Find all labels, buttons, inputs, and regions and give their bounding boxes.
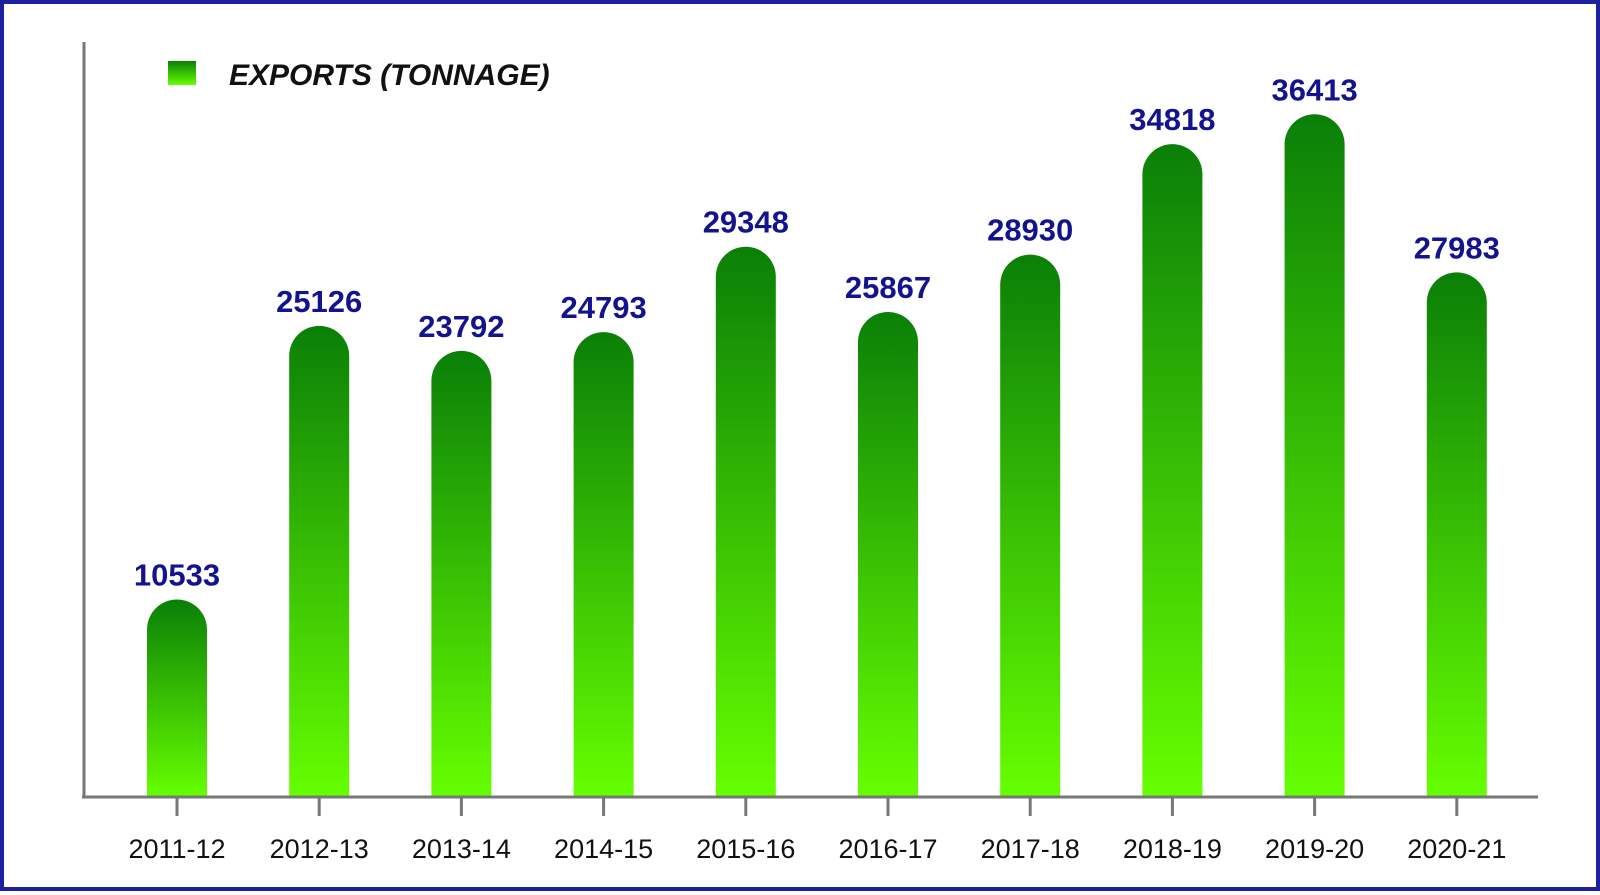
x-tick-label: 2019-20 [1265,834,1364,864]
x-tick-label: 2013-14 [412,834,511,864]
bars-group [147,114,1487,798]
data-label: 24793 [560,290,646,325]
x-ticks-group: 2011-12 2012-13 2013-14 2014-15 2015-16 2016-… [128,797,1506,864]
bar-2012-13 [289,325,350,797]
bar-chart: EXPORTS (TONNAGE) 10533 25126 23792 24793 29… [82,42,1538,864]
data-label: 10533 [134,558,220,593]
x-tick-label: 2012-13 [270,834,369,864]
data-label: 36413 [1271,72,1357,107]
bar-2019-20 [1284,114,1345,798]
bar-2016-17 [858,311,918,797]
x-tick-label: 2016-17 [838,834,937,864]
data-label: 25867 [845,270,931,305]
legend: EXPORTS (TONNAGE) [168,59,550,92]
bar-2018-19 [1142,144,1203,797]
data-labels-group: 10533 25126 23792 24793 29348 25867 28930 34818… [134,72,1500,592]
bar-2015-16 [715,246,776,798]
x-tick-label: 2014-15 [554,834,653,864]
x-tick-label: 2018-19 [1123,834,1222,864]
data-label: 27983 [1414,230,1500,265]
legend-swatch [168,61,196,85]
x-tick-label: 2015-16 [696,834,795,864]
data-label: 29348 [703,205,789,240]
data-label: 34818 [1129,102,1215,137]
x-tick-label: 2011-12 [128,834,225,864]
bar-2017-18 [1000,254,1061,798]
legend-label: EXPORTS (TONNAGE) [229,59,550,92]
axes-group [82,42,1538,799]
bar-2011-12 [147,599,207,797]
data-label: 23792 [418,309,504,344]
data-label: 25126 [276,284,362,319]
x-tick-label: 2017-18 [981,834,1080,864]
data-label: 28930 [987,213,1073,248]
bar-2020-21 [1426,272,1487,797]
bar-2013-14 [431,350,492,797]
bar-2014-15 [573,332,634,797]
x-tick-label: 2020-21 [1407,834,1506,864]
